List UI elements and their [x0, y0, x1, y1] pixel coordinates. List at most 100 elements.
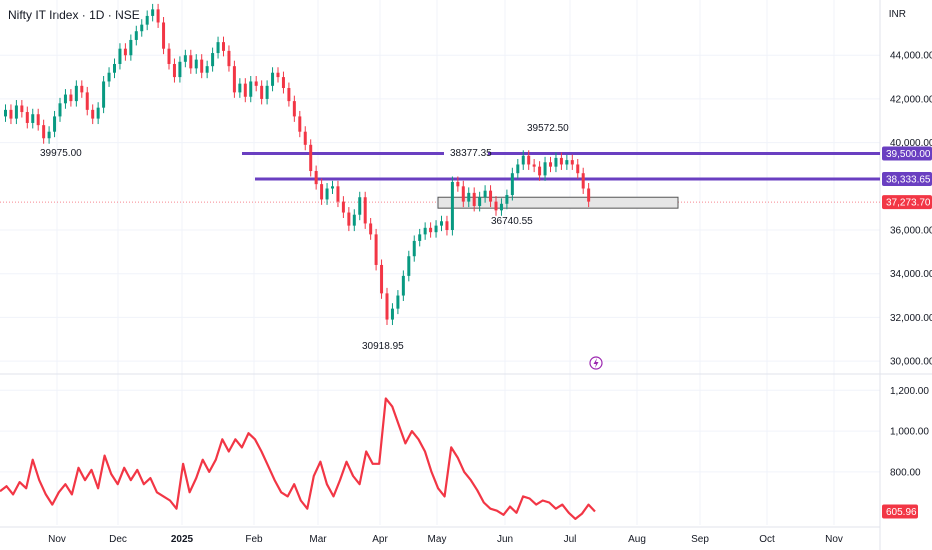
- candle-body: [423, 227, 427, 235]
- time-axis-tick: Feb: [245, 534, 263, 545]
- currency-label[interactable]: INR: [888, 9, 906, 20]
- candle-body: [499, 203, 503, 211]
- candle-body: [200, 59, 204, 73]
- candle-body: [472, 192, 476, 206]
- time-axis-tick: Nov: [825, 534, 843, 545]
- support-price-tag: 38,333.65: [886, 175, 931, 186]
- price-annotation: 39572.50: [527, 123, 569, 134]
- candle-body: [85, 92, 89, 110]
- last-price-tag: 37,273.70: [886, 198, 931, 209]
- candle-body: [320, 184, 324, 200]
- price-axis-tick: 34,000.00: [890, 269, 932, 280]
- candle-body: [549, 162, 552, 167]
- candle-body: [189, 55, 193, 69]
- candle-body: [227, 50, 231, 67]
- candle-body: [271, 72, 275, 86]
- candle-body: [151, 9, 155, 16]
- candle-body: [456, 181, 460, 187]
- candle-body: [303, 131, 307, 145]
- candle-body: [107, 72, 111, 82]
- candle-body: [47, 131, 51, 139]
- candle-body: [96, 107, 100, 119]
- price-axis-tick: 44,000.00: [890, 51, 932, 62]
- candle-body: [238, 83, 242, 93]
- chart-title: Nifty IT Index · 1D · NSE: [8, 8, 140, 22]
- candle-body: [461, 186, 465, 202]
- price-axis-tick: 40,000.00: [890, 138, 932, 149]
- candle-body: [483, 190, 487, 198]
- candle-body: [53, 116, 57, 132]
- candle-body: [113, 63, 116, 73]
- candle-body: [505, 195, 509, 204]
- candle-body: [25, 112, 29, 123]
- oscillator-axis-tick: 1,000.00: [890, 427, 929, 438]
- candle-body: [494, 201, 498, 211]
- resistance-price-tag: 39,500.00: [886, 149, 931, 160]
- candle-body: [396, 295, 400, 309]
- candle-body: [559, 157, 563, 165]
- candle-body: [194, 59, 198, 69]
- candle-body: [325, 188, 329, 200]
- candle-body: [478, 197, 482, 206]
- candle-body: [434, 225, 438, 233]
- candle-body: [363, 197, 367, 224]
- candle-body: [450, 181, 454, 231]
- candle-body: [232, 66, 236, 93]
- time-axis-tick: May: [428, 534, 447, 545]
- candle-body: [265, 85, 269, 99]
- candle-body: [527, 155, 531, 165]
- candle-body: [380, 264, 384, 294]
- candle-body: [118, 48, 122, 64]
- candle-body: [20, 105, 24, 113]
- candle-body: [510, 173, 514, 196]
- candle-body: [401, 275, 405, 296]
- candle-body: [14, 105, 18, 119]
- oscillator-line: [0, 397, 596, 521]
- candle-body: [543, 162, 547, 176]
- candle-body: [91, 109, 95, 119]
- candle-body: [145, 15, 149, 25]
- candle-body: [341, 201, 345, 213]
- candle-body: [178, 61, 182, 78]
- candle-body: [521, 155, 525, 165]
- candle-body: [260, 85, 264, 99]
- support-price-tag-bg: [882, 172, 932, 187]
- candle-body: [129, 39, 133, 56]
- time-axis-tick: Sep: [691, 534, 709, 545]
- oscillator-axis-tick: 1,200.00: [890, 386, 929, 397]
- candle-body: [69, 94, 73, 102]
- candle-body: [140, 24, 144, 32]
- price-annotation: 30918.95: [362, 341, 404, 352]
- candle-body: [570, 160, 574, 165]
- candle-body: [58, 103, 62, 117]
- candle-body: [407, 256, 411, 276]
- candle-body: [347, 212, 351, 226]
- candle-body: [467, 192, 471, 202]
- candle-body: [412, 240, 416, 257]
- candle-body: [254, 81, 258, 86]
- price-annotation: 39975.00: [40, 148, 82, 159]
- lightning-icon[interactable]: [589, 356, 603, 370]
- candle-body: [31, 114, 35, 123]
- candle-body: [9, 109, 13, 119]
- price-axis-tick: 36,000.00: [890, 226, 932, 237]
- candle-body: [336, 186, 340, 202]
- candle-body: [298, 116, 302, 132]
- candle-body: [314, 171, 318, 185]
- candle-body: [134, 31, 138, 40]
- candle-body: [292, 101, 296, 117]
- time-axis-tick: Jun: [497, 534, 513, 545]
- candle-body: [309, 144, 313, 172]
- candle-body: [162, 22, 166, 49]
- resistance-price-tag-bg: [882, 146, 932, 161]
- candle-body: [276, 72, 280, 78]
- candle-body: [80, 85, 84, 93]
- candle-body: [156, 9, 160, 23]
- candle-body: [216, 42, 220, 54]
- candle-body: [123, 48, 127, 56]
- candle-body: [205, 66, 209, 73]
- candle-body: [222, 42, 225, 51]
- time-axis-tick: Jul: [564, 534, 577, 545]
- candle-body: [581, 173, 585, 189]
